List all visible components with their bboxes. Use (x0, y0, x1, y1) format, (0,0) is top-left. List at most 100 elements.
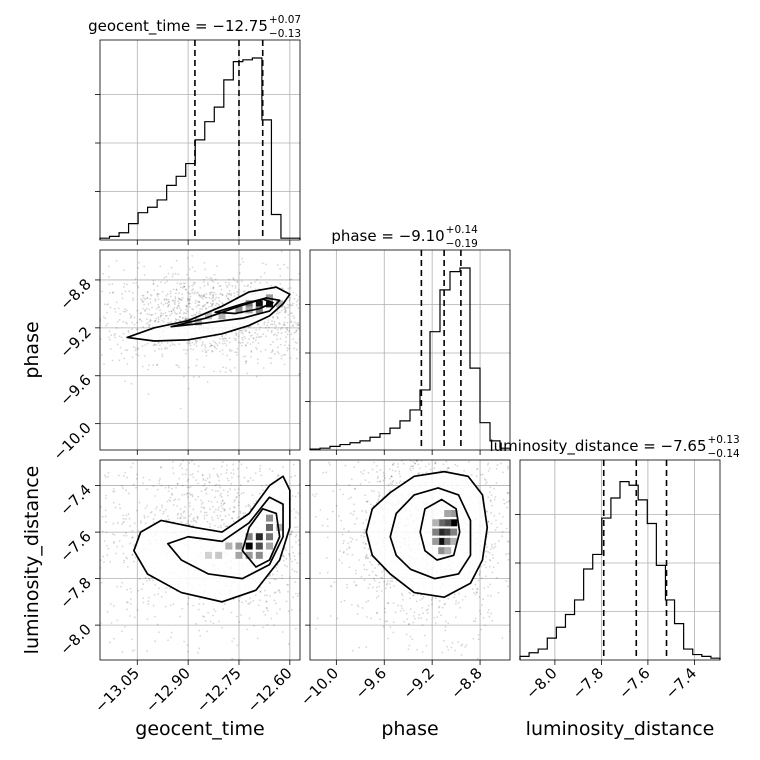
sample-point (264, 614, 267, 616)
sample-point (382, 472, 385, 474)
sample-point (421, 597, 424, 600)
sample-point (177, 304, 180, 307)
sample-point (292, 596, 295, 599)
sample-point (158, 631, 160, 634)
sample-point (393, 585, 395, 587)
sample-point (487, 550, 489, 553)
sample-point (219, 292, 222, 295)
sample-point (353, 487, 356, 490)
sample-point (322, 471, 325, 474)
sample-point (347, 326, 349, 328)
sample-point (215, 347, 218, 350)
sample-point (291, 312, 293, 314)
sample-point (487, 442, 489, 444)
sample-point (323, 295, 325, 297)
sample-point (274, 333, 276, 336)
sample-point (97, 501, 99, 503)
sample-point (446, 455, 448, 457)
sample-point (157, 298, 160, 301)
sample-point (323, 576, 325, 578)
sample-point (205, 307, 208, 310)
sample-point (266, 324, 269, 327)
sample-point (364, 479, 367, 482)
sample-point (147, 364, 150, 367)
sample-point (273, 323, 276, 326)
sample-point (217, 506, 220, 509)
sample-point (257, 323, 259, 326)
sample-point (210, 297, 213, 300)
x-tick-label: −7.6 (615, 664, 653, 702)
sample-point (206, 514, 208, 517)
sample-point (123, 286, 125, 288)
sample-point (538, 545, 540, 547)
sample-point (471, 445, 473, 447)
sample-point (159, 477, 161, 480)
sample-point (390, 475, 393, 478)
sample-point (146, 342, 149, 345)
sample-point (352, 649, 354, 652)
sample-point (445, 457, 447, 459)
sample-point (482, 616, 485, 619)
sample-point (489, 486, 492, 489)
sample-point (507, 467, 509, 470)
sample-point (154, 298, 157, 301)
sample-point (194, 270, 196, 273)
sample-point (516, 508, 518, 510)
sample-point (68, 330, 70, 332)
sample-point (137, 286, 140, 289)
sample-point (112, 522, 115, 525)
sample-point (331, 324, 333, 326)
sample-point (149, 320, 152, 323)
sample-point (265, 483, 268, 486)
sample-point (171, 343, 174, 346)
sample-point (59, 292, 61, 294)
title-err-minus: −0.14 (708, 448, 740, 460)
sample-point (290, 321, 293, 324)
sample-point (357, 461, 360, 463)
sample-point (271, 573, 274, 576)
sample-point (186, 486, 189, 489)
sample-point (311, 306, 313, 308)
sample-point (376, 611, 379, 614)
sample-point (363, 568, 366, 571)
sample-point (175, 288, 178, 291)
sample-point (441, 606, 444, 609)
sample-point (366, 616, 368, 618)
sample-point (282, 559, 285, 562)
sample-point (209, 293, 212, 296)
contour-level-2 (389, 487, 472, 580)
sample-point (534, 600, 536, 602)
sample-point (280, 309, 283, 312)
sample-point (83, 318, 85, 320)
sample-point (314, 515, 317, 518)
sample-point (294, 331, 297, 334)
sample-point (288, 553, 290, 556)
sample-point (268, 574, 271, 577)
sample-point (316, 337, 318, 339)
sample-point (390, 475, 393, 478)
sample-point (167, 272, 170, 275)
sample-point (171, 299, 174, 302)
sample-point (434, 461, 437, 463)
sample-point (159, 265, 162, 268)
sample-point (325, 557, 328, 559)
contour-level-2 (166, 496, 284, 580)
sample-point (109, 602, 112, 605)
sample-point (115, 326, 118, 329)
sample-point (152, 283, 155, 285)
sample-point (324, 616, 326, 618)
sample-point (101, 515, 104, 518)
sample-point (195, 311, 198, 314)
sample-point (302, 554, 304, 556)
sample-point (522, 472, 524, 474)
sample-point (232, 510, 234, 513)
sample-point (106, 303, 108, 306)
sample-point (576, 616, 578, 618)
sample-point (313, 326, 315, 328)
sample-point (198, 629, 200, 632)
sample-point (497, 591, 500, 594)
sample-point (220, 465, 223, 468)
x-axis-label-phase: phase (381, 718, 438, 740)
sample-point (269, 595, 271, 597)
sample-point (188, 302, 191, 305)
